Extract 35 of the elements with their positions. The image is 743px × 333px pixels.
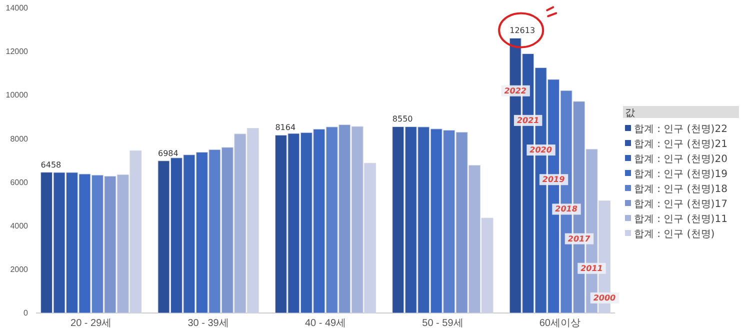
data-label: 6984: [158, 148, 178, 158]
legend-label: 합계 : 인구 (천명)11: [634, 214, 728, 225]
data-label: 8550: [392, 114, 413, 124]
annotation: 2020: [530, 146, 552, 155]
x-tick-label: 50 - 59세: [422, 318, 464, 330]
data-label: 8164: [275, 123, 296, 132]
legend-label: 합계 : 인구 (천명): [634, 229, 715, 240]
x-tick-label: 20 - 29세: [70, 318, 112, 330]
annotation: 2000: [593, 293, 616, 302]
y-tick-label: 8000: [10, 134, 29, 144]
annotation: 2017: [568, 234, 591, 244]
data-label: 12613: [510, 26, 536, 36]
x-tick-label: 30 - 39세: [188, 318, 229, 330]
x-tick-label: 40 - 49세: [304, 318, 346, 330]
annotation: 2021: [516, 116, 540, 125]
legend-label: 합계 : 인구 (천명)22: [634, 124, 728, 135]
y-tick-label: 14000: [6, 4, 29, 13]
legend-label: 합계 : 인구 (천명)21: [634, 139, 728, 150]
data-label: 6458: [40, 160, 62, 170]
annotation: 2011: [580, 264, 603, 273]
x-tick-label: 60세이상: [539, 318, 580, 330]
legend-label: 합계 : 인구 (천명)17: [634, 199, 728, 210]
annotation: 2018: [555, 204, 578, 214]
legend-label: 합계 : 인구 (천명)20: [634, 154, 728, 165]
y-tick-label: 0: [24, 308, 29, 318]
legend-label: 합계 : 인구 (천명)19: [634, 169, 728, 180]
legend-label: 합계 : 인구 (천명)18: [634, 184, 728, 195]
legend-title: 값: [625, 108, 635, 119]
y-tick-label: 10000: [6, 90, 29, 100]
y-tick-label: 12000: [6, 47, 29, 56]
y-tick-label: 6000: [10, 178, 29, 187]
annotation: 2019: [542, 175, 566, 184]
y-tick-label: 2000: [10, 264, 29, 274]
annotation: 2022: [504, 86, 527, 96]
y-tick-label: 4000: [10, 221, 29, 230]
